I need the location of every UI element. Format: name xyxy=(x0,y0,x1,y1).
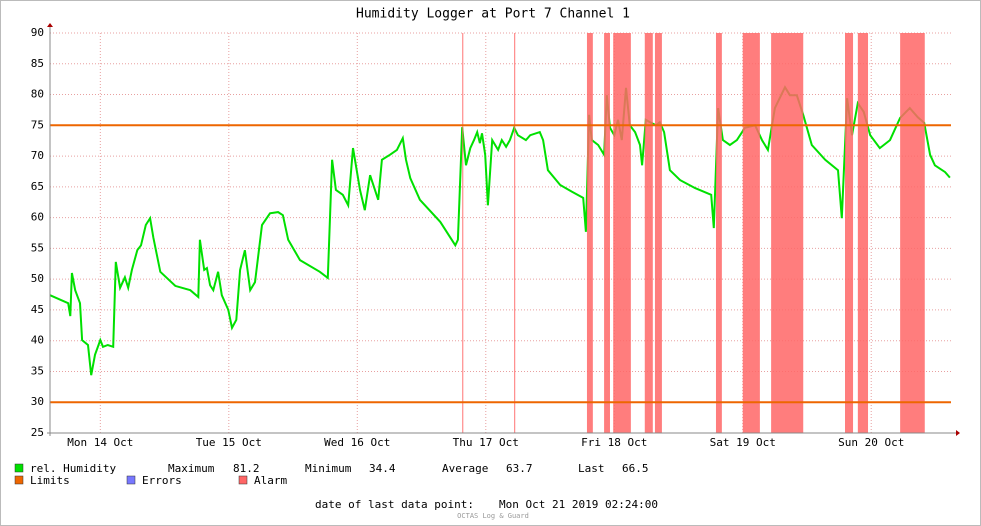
watermark: OCTAS Log & Guard xyxy=(457,512,529,520)
y-tick-label: 30 xyxy=(31,395,44,408)
alarm-band xyxy=(604,33,610,433)
alarm-band xyxy=(900,33,925,433)
stat-value: 34.4 xyxy=(369,462,396,475)
legend-label: Alarm xyxy=(254,474,287,487)
x-tick-label: Fri 18 Oct xyxy=(581,436,647,449)
footer-label: date of last data point: xyxy=(315,498,474,511)
legend-label: Errors xyxy=(142,474,182,487)
y-tick-label: 70 xyxy=(31,149,44,162)
y-tick-label: 35 xyxy=(31,364,44,377)
y-axis-arrow xyxy=(47,23,53,27)
y-tick-label: 45 xyxy=(31,303,44,316)
y-tick-label: 90 xyxy=(31,26,44,39)
x-tick-label: Thu 17 Oct xyxy=(453,436,519,449)
alarm-band xyxy=(715,33,722,433)
legend-swatch xyxy=(126,475,136,485)
legend-label: rel. Humidity xyxy=(30,462,116,475)
legend-swatch xyxy=(14,463,24,473)
y-tick-label: 80 xyxy=(31,88,44,101)
y-tick-label: 85 xyxy=(31,57,44,70)
stat-value: 63.7 xyxy=(506,462,533,475)
y-tick-label: 75 xyxy=(31,118,44,131)
stat-value: 66.5 xyxy=(622,462,649,475)
chart-title: Humidity Logger at Port 7 Channel 1 xyxy=(356,7,630,22)
alarm-band xyxy=(514,33,516,433)
legend-label: Limits xyxy=(30,474,70,487)
alarm-band xyxy=(857,33,869,433)
stat-value: 81.2 xyxy=(233,462,260,475)
footer-value: Mon Oct 21 2019 02:24:00 xyxy=(499,498,658,511)
x-tick-label: Sun 20 Oct xyxy=(838,436,904,449)
stat-label: Average xyxy=(442,462,488,475)
stat-label: Minimum xyxy=(305,462,352,475)
x-tick-label: Mon 14 Oct xyxy=(67,436,133,449)
y-tick-label: 40 xyxy=(31,334,44,347)
y-tick-label: 55 xyxy=(31,241,44,254)
alarm-band xyxy=(613,33,631,433)
data-line xyxy=(49,85,951,376)
x-tick-label: Tue 15 Oct xyxy=(196,436,262,449)
legend-swatch xyxy=(14,475,24,485)
y-tick-label: 25 xyxy=(31,426,44,439)
alarm-band xyxy=(462,33,464,433)
stat-label: Maximum xyxy=(168,462,215,475)
plot-area xyxy=(50,33,951,433)
y-tick-label: 65 xyxy=(31,180,44,193)
x-tick-label: Wed 16 Oct xyxy=(324,436,390,449)
alarm-band xyxy=(586,33,593,433)
alarm-band xyxy=(654,33,662,433)
legend-swatch xyxy=(238,475,248,485)
x-tick-label: Sat 19 Oct xyxy=(710,436,776,449)
y-tick-label: 50 xyxy=(31,272,44,285)
y-tick-label: 60 xyxy=(31,211,44,224)
alarm-band xyxy=(644,33,653,433)
alarm-band xyxy=(771,33,804,433)
x-axis-arrow xyxy=(956,430,960,436)
alarm-band xyxy=(742,33,760,433)
alarm-band xyxy=(845,33,854,433)
stat-label: Last xyxy=(578,462,605,475)
